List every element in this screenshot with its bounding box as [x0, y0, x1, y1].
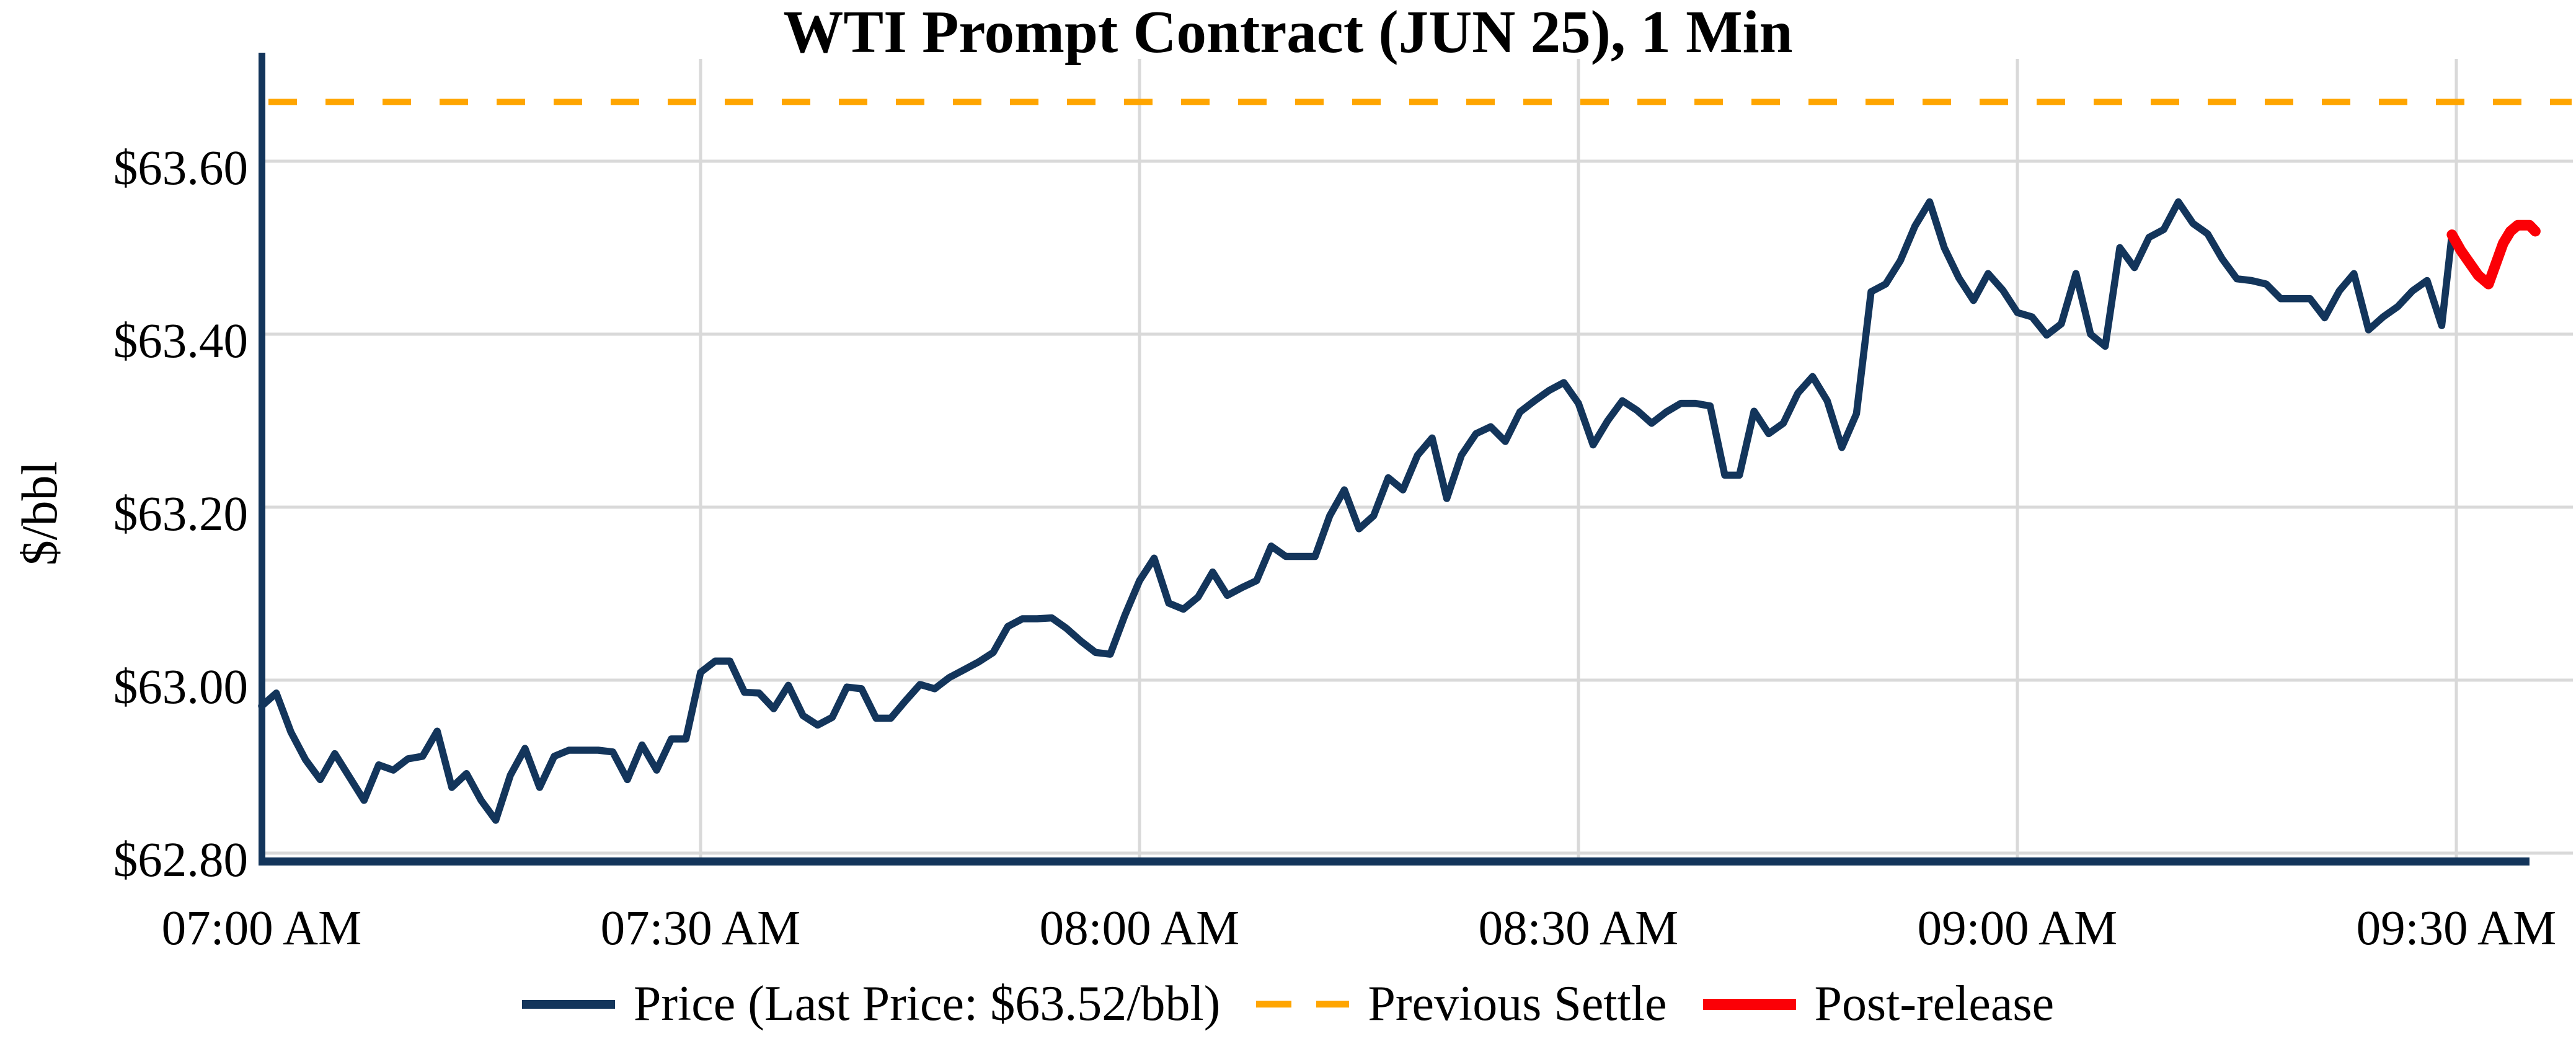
- post-release-swatch-icon: [1702, 998, 1796, 1010]
- x-tick-label: 07:00 AM: [161, 901, 362, 955]
- y-axis-spine: [259, 53, 265, 866]
- x-tick-label: 07:30 AM: [600, 901, 801, 955]
- price-line: [258, 198, 2456, 824]
- x-tick-label: 09:30 AM: [2356, 901, 2557, 955]
- legend-item-post-release: Post-release: [1702, 976, 2055, 1032]
- legend-label: Post-release: [1814, 976, 2055, 1031]
- y-tick-label: $63.40: [113, 314, 248, 368]
- x-tick-label: 08:00 AM: [1039, 901, 1240, 955]
- y-tick-label: $63.00: [113, 660, 248, 714]
- legend-label: Previous Settle: [1368, 976, 1667, 1031]
- y-tick-label: $62.80: [113, 833, 248, 887]
- legend-label: Price (Last Price: $63.52/bbl): [633, 976, 1221, 1031]
- x-tick-label: 09:00 AM: [1917, 901, 2118, 955]
- chart-title: WTI Prompt Contract (JUN 25), 1 Min: [783, 0, 1793, 65]
- y-tick-label: $63.60: [113, 141, 248, 195]
- post-release-line: [2446, 219, 2541, 290]
- legend-item-previous-settle: Previous Settle: [1256, 976, 1667, 1032]
- previous-settle-swatch-icon: [1256, 1001, 1350, 1008]
- legend: Price (Last Price: $63.52/bbl) Previous S…: [0, 976, 2576, 1032]
- price-swatch-icon: [521, 999, 615, 1009]
- x-axis-spine: [259, 857, 2530, 866]
- y-tick-label: $63.20: [113, 487, 248, 541]
- x-tick-label: 08:30 AM: [1478, 901, 1679, 955]
- legend-item-price: Price (Last Price: $63.52/bbl): [521, 976, 1221, 1032]
